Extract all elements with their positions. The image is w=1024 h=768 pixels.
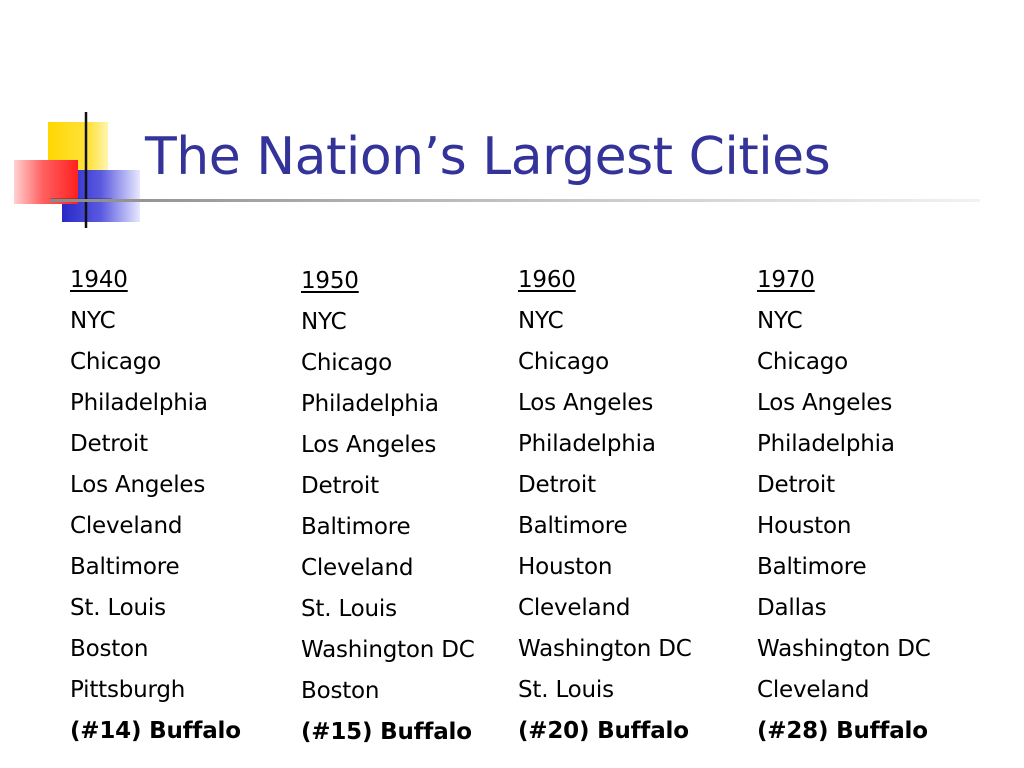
slide-title: The Nation’s Largest Cities bbox=[145, 127, 831, 187]
city-rank-9: Washington DC bbox=[518, 636, 692, 662]
city-rank-3: Philadelphia bbox=[301, 391, 439, 417]
city-rank-10: Pittsburgh bbox=[70, 677, 186, 703]
city-rank-7: Cleveland bbox=[301, 555, 414, 581]
city-rank-4: Philadelphia bbox=[518, 431, 656, 457]
city-rank-5: Los Angeles bbox=[70, 472, 206, 498]
year-heading-1970: 1970 bbox=[757, 267, 815, 293]
city-rank-1: NYC bbox=[757, 308, 803, 334]
buffalo-rank-1950: (#15) Buffalo bbox=[301, 719, 472, 745]
city-rank-2: Chicago bbox=[757, 349, 849, 375]
city-rank-8: St. Louis bbox=[70, 595, 166, 621]
city-rank-4: Philadelphia bbox=[757, 431, 895, 457]
buffalo-rank-1940: (#14) Buffalo bbox=[70, 718, 241, 744]
city-rank-1: NYC bbox=[301, 309, 347, 335]
city-rank-8: Dallas bbox=[757, 595, 827, 621]
city-rank-9: Boston bbox=[70, 636, 149, 662]
city-rank-7: Houston bbox=[518, 554, 613, 580]
title-divider bbox=[50, 199, 980, 202]
city-rank-5: Detroit bbox=[518, 472, 596, 498]
city-rank-6: Houston bbox=[757, 513, 852, 539]
column-1950: 1950 NYC Chicago Philadelphia Los Angele… bbox=[301, 261, 541, 753]
year-heading-1960: 1960 bbox=[518, 267, 576, 293]
year-heading-1940: 1940 bbox=[70, 267, 128, 293]
year-heading-1950: 1950 bbox=[301, 268, 359, 294]
city-rank-6: Baltimore bbox=[301, 514, 411, 540]
city-rank-10: St. Louis bbox=[518, 677, 614, 703]
city-rank-4: Los Angeles bbox=[301, 432, 437, 458]
column-1960: 1960 NYC Chicago Los Angeles Philadelphi… bbox=[518, 260, 758, 752]
city-rank-2: Chicago bbox=[518, 349, 610, 375]
city-rank-4: Detroit bbox=[70, 431, 148, 457]
city-rank-1: NYC bbox=[518, 308, 564, 334]
city-rank-2: Chicago bbox=[301, 350, 393, 376]
city-rank-6: Baltimore bbox=[518, 513, 628, 539]
city-rank-9: Washington DC bbox=[757, 636, 931, 662]
city-rank-1: NYC bbox=[70, 308, 116, 334]
city-rank-6: Cleveland bbox=[70, 513, 183, 539]
buffalo-rank-1960: (#20) Buffalo bbox=[518, 718, 689, 744]
city-rank-7: Baltimore bbox=[757, 554, 867, 580]
city-rank-10: Cleveland bbox=[757, 677, 870, 703]
city-rank-5: Detroit bbox=[301, 473, 379, 499]
column-1970: 1970 NYC Chicago Los Angeles Philadelphi… bbox=[757, 260, 997, 752]
column-1940: 1940 NYC Chicago Philadelphia Detroit Lo… bbox=[70, 260, 310, 752]
city-rank-8: Cleveland bbox=[518, 595, 631, 621]
city-rank-7: Baltimore bbox=[70, 554, 180, 580]
city-rank-3: Los Angeles bbox=[518, 390, 654, 416]
city-rank-2: Chicago bbox=[70, 349, 162, 375]
buffalo-rank-1970: (#28) Buffalo bbox=[757, 718, 928, 744]
city-rank-5: Detroit bbox=[757, 472, 835, 498]
city-rank-3: Los Angeles bbox=[757, 390, 893, 416]
red-square bbox=[14, 160, 78, 204]
city-rank-3: Philadelphia bbox=[70, 390, 208, 416]
city-rank-10: Boston bbox=[301, 678, 380, 704]
city-rank-9: Washington DC bbox=[301, 637, 475, 663]
title-decoration-graphic bbox=[14, 112, 140, 228]
city-rank-8: St. Louis bbox=[301, 596, 397, 622]
